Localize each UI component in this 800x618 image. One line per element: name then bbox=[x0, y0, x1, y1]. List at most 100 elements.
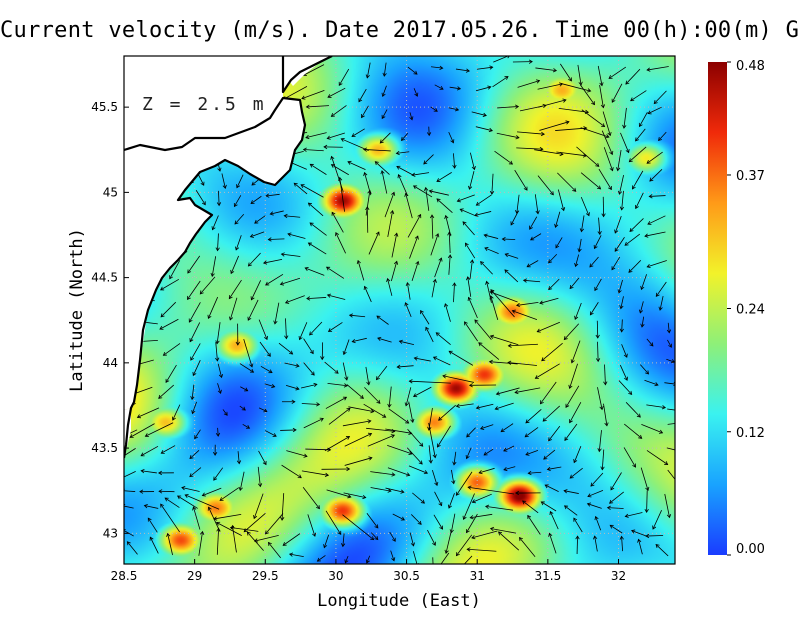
velocity-arrow bbox=[387, 210, 394, 238]
velocity-arrow bbox=[242, 423, 250, 429]
velocity-arrow bbox=[413, 386, 432, 397]
velocity-arrow-head bbox=[363, 171, 368, 177]
velocity-arrow-head bbox=[335, 231, 339, 237]
velocity-arrow-head bbox=[507, 343, 512, 348]
velocity-arrow-head bbox=[217, 167, 222, 172]
velocity-arrow-head bbox=[365, 559, 370, 564]
velocity-arrow bbox=[365, 190, 371, 216]
velocity-arrow bbox=[127, 541, 138, 555]
velocity-arrow bbox=[325, 396, 347, 409]
velocity-arrow-head bbox=[211, 226, 216, 231]
velocity-arrow-head bbox=[570, 359, 575, 364]
velocity-arrow-head bbox=[391, 472, 396, 477]
velocity-arrow bbox=[516, 194, 520, 214]
velocity-arrow bbox=[265, 273, 284, 286]
y-tick-label: 44.5 bbox=[91, 271, 118, 285]
velocity-arrow-head bbox=[404, 302, 409, 307]
velocity-arrow bbox=[555, 237, 563, 249]
velocity-arrow bbox=[450, 513, 456, 533]
velocity-arrow bbox=[300, 184, 324, 198]
velocity-arrow-head bbox=[447, 231, 452, 236]
velocity-arrow bbox=[483, 448, 494, 456]
velocity-arrow bbox=[540, 381, 557, 404]
velocity-arrow bbox=[407, 66, 418, 75]
velocity-arrow-head bbox=[118, 270, 121, 273]
velocity-arrow bbox=[505, 253, 519, 259]
velocity-arrow-head bbox=[241, 406, 246, 411]
velocity-arrow-head bbox=[207, 314, 212, 320]
velocity-arrow bbox=[476, 66, 493, 70]
velocity-arrow bbox=[541, 342, 563, 362]
velocity-arrow bbox=[187, 255, 201, 274]
velocity-arrow-head bbox=[140, 452, 145, 457]
velocity-arrow bbox=[653, 90, 667, 104]
velocity-arrow bbox=[666, 358, 675, 363]
velocity-arrow bbox=[190, 343, 201, 361]
velocity-arrow-head bbox=[344, 559, 349, 564]
velocity-arrow-head bbox=[358, 98, 363, 103]
velocity-arrow bbox=[448, 254, 451, 275]
velocity-arrow bbox=[438, 404, 456, 421]
velocity-arrow-head bbox=[120, 476, 123, 479]
velocity-arrow-head bbox=[599, 82, 604, 87]
velocity-arrow-head bbox=[289, 350, 294, 355]
velocity-arrow bbox=[308, 242, 327, 255]
velocity-arrow-head bbox=[654, 382, 659, 387]
velocity-arrow bbox=[236, 174, 244, 188]
velocity-arrow bbox=[594, 278, 602, 291]
velocity-arrow-head bbox=[309, 350, 314, 355]
velocity-arrow-head bbox=[414, 235, 419, 240]
velocity-arrow-head bbox=[171, 416, 176, 421]
velocity-arrow-head bbox=[452, 164, 457, 169]
velocity-arrow bbox=[278, 342, 293, 355]
velocity-arrow-head bbox=[525, 451, 530, 456]
velocity-arrow-head bbox=[250, 296, 255, 301]
velocity-arrow bbox=[211, 256, 217, 277]
velocity-arrow bbox=[603, 147, 613, 171]
velocity-arrow bbox=[185, 494, 220, 510]
velocity-arrow-head bbox=[370, 409, 375, 414]
velocity-arrow bbox=[527, 515, 541, 535]
velocity-arrow-head bbox=[302, 147, 307, 152]
velocity-arrow-head bbox=[236, 460, 242, 465]
velocity-arrow bbox=[621, 190, 624, 210]
velocity-arrow bbox=[308, 202, 324, 217]
velocity-arrow-head bbox=[578, 81, 583, 86]
velocity-arrow bbox=[564, 490, 579, 494]
velocity-arrow-head bbox=[425, 326, 430, 331]
velocity-arrow bbox=[217, 233, 219, 251]
velocity-arrow-head bbox=[219, 497, 224, 501]
velocity-arrow bbox=[649, 169, 663, 182]
velocity-arrow-head bbox=[215, 357, 220, 362]
velocity-arrow bbox=[666, 447, 675, 451]
velocity-arrow bbox=[434, 491, 442, 506]
velocity-arrow-head bbox=[459, 208, 464, 213]
velocity-arrow bbox=[510, 211, 519, 226]
velocity-arrow bbox=[285, 295, 305, 304]
velocity-arrow-head bbox=[343, 383, 348, 388]
velocity-arrow bbox=[630, 90, 647, 102]
velocity-arrow-head bbox=[181, 486, 186, 491]
velocity-arrow-head bbox=[269, 211, 274, 216]
velocity-arrow-head bbox=[233, 202, 238, 208]
velocity-arrow bbox=[405, 193, 413, 219]
velocity-arrow-head bbox=[415, 260, 420, 266]
velocity-arrow bbox=[306, 105, 329, 108]
velocity-arrow-head bbox=[417, 213, 422, 219]
velocity-arrow-head bbox=[529, 225, 533, 230]
velocity-arrow bbox=[548, 254, 558, 264]
velocity-arrow-head bbox=[542, 417, 547, 422]
velocity-arrow bbox=[124, 505, 134, 509]
velocity-arrow bbox=[523, 279, 541, 283]
velocity-arrow-head bbox=[462, 515, 467, 521]
velocity-arrow bbox=[259, 341, 271, 357]
velocity-arrow-head bbox=[518, 536, 523, 542]
velocity-arrow-head bbox=[539, 300, 544, 305]
velocity-arrow bbox=[309, 321, 323, 336]
velocity-arrow bbox=[310, 163, 327, 175]
velocity-arrow-head bbox=[611, 98, 616, 103]
velocity-arrow-head bbox=[503, 447, 508, 452]
velocity-arrow-head bbox=[689, 452, 692, 455]
velocity-arrow-head bbox=[417, 520, 422, 525]
velocity-arrow-head bbox=[523, 186, 528, 191]
